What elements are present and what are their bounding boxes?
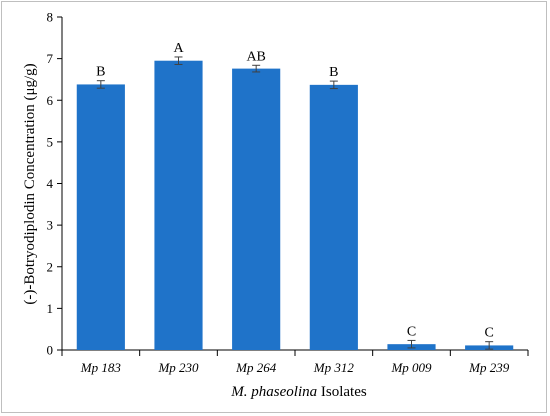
significance-label: B (96, 65, 105, 80)
y-tick-label: 0 (47, 343, 54, 358)
significance-label: C (407, 324, 416, 339)
y-tick-label: 6 (47, 93, 54, 108)
significance-label: A (173, 41, 184, 56)
bar-mp-230 (154, 60, 203, 351)
significance-label: B (329, 65, 338, 80)
y-tick-label: 1 (47, 301, 54, 316)
bar-mp-312 (309, 84, 358, 350)
y-tick-label: 2 (47, 259, 54, 274)
x-tick-label: Mp 230 (157, 360, 199, 375)
significance-label: C (484, 326, 493, 341)
y-tick-label: 5 (47, 134, 54, 149)
x-tick-label: Mp 009 (390, 360, 432, 375)
x-axis-title: M. phaseolina Isolates (230, 384, 367, 400)
y-tick-label: 4 (47, 176, 54, 191)
y-tick-label: 8 (47, 10, 54, 25)
bar-mp-264 (232, 68, 281, 351)
x-tick-label: Mp 264 (235, 360, 277, 375)
y-tick-label: 3 (47, 218, 54, 233)
x-tick-label: Mp 183 (80, 360, 122, 375)
x-tick-label: Mp 312 (313, 360, 355, 375)
x-axis-title-italic: M. phaseolina (230, 384, 317, 400)
y-tick-label: 7 (47, 51, 54, 66)
significance-label: AB (246, 49, 265, 64)
x-axis-title-rest: Isolates (317, 384, 367, 400)
bar-mp-183 (76, 84, 125, 351)
y-axis-title: (-)-Botryodiplodin Concentration (μg/g) (22, 63, 38, 304)
x-tick-label: Mp 239 (468, 360, 510, 375)
